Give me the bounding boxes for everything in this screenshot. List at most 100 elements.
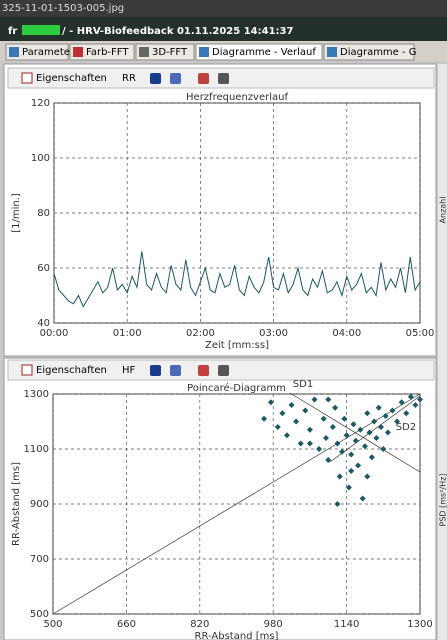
sd1-axis: [289, 392, 421, 473]
poincare-point: [336, 473, 343, 480]
poincare-point: [398, 399, 405, 406]
tool-icon[interactable]: [150, 365, 161, 376]
title-prefix: fr: [8, 26, 17, 37]
poincare-point: [325, 396, 332, 403]
tool-icon[interactable]: [170, 365, 181, 376]
tool-icon[interactable]: [198, 365, 209, 376]
x-tick-label: 500: [43, 619, 62, 630]
tab-label[interactable]: Parameter: [22, 47, 75, 58]
y-tick-label: 500: [30, 609, 49, 620]
mode-button[interactable]: RR: [122, 73, 136, 84]
tab[interactable]: [135, 43, 195, 61]
y-tick-label: 700: [30, 554, 49, 565]
tool-icon[interactable]: [198, 73, 209, 84]
properties-button[interactable]: Eigenschaften: [36, 365, 107, 376]
poincare-point: [325, 457, 332, 463]
poincare-point: [345, 484, 352, 491]
tab-icon: [139, 47, 149, 57]
tool-icon[interactable]: [170, 73, 181, 84]
poincare-point: [359, 495, 366, 502]
poincare-point: [384, 429, 391, 436]
y-axis-label: RR-Abstand [ms]: [11, 462, 22, 546]
poincare-point: [306, 426, 313, 433]
tab-icon: [73, 47, 83, 57]
tab-icon: [327, 47, 337, 57]
poincare-point: [364, 473, 371, 480]
poincare-point: [352, 437, 359, 444]
y-tick-label: 40: [37, 318, 50, 329]
poincare-point: [355, 462, 362, 469]
poincare-point: [371, 418, 378, 425]
poincare-point: [306, 440, 313, 447]
annotation: SD1: [293, 379, 313, 390]
poincare-point: [368, 454, 375, 461]
poincare-point: [322, 435, 329, 441]
poincare-point: [334, 440, 341, 447]
redaction: [22, 25, 60, 35]
poincare-point: [350, 421, 357, 428]
chart-title: Poincaré-Diagramm: [187, 382, 286, 394]
x-tick-label: 00:00: [40, 328, 69, 339]
poincare-point: [389, 407, 396, 414]
chart-title: Herzfrequenzverlauf: [186, 92, 288, 103]
poincare-point: [332, 404, 339, 411]
y-tick-label: 100: [31, 153, 50, 164]
x-tick-label: 04:00: [332, 328, 361, 339]
y-axis-label: [1/min.]: [11, 193, 22, 233]
poincare-point: [380, 446, 387, 452]
poincare-point: [357, 426, 364, 433]
heart-rate-line: [53, 251, 421, 308]
tab-label[interactable]: Diagramme - Verlauf: [212, 47, 316, 58]
poincare-point: [293, 418, 300, 425]
tab[interactable]: [195, 43, 323, 61]
tab-label[interactable]: Farb-FFT: [86, 47, 129, 58]
properties-button[interactable]: Eigenschaften: [36, 73, 107, 84]
x-tick-label: 01:00: [113, 328, 142, 339]
x-tick-label: 03:00: [259, 328, 288, 339]
poincare-point: [361, 443, 368, 450]
tool-icon[interactable]: [218, 73, 229, 84]
poincare-point: [407, 393, 414, 400]
poincare-point: [341, 415, 348, 422]
mode-button[interactable]: HF: [122, 365, 136, 376]
poincare-point: [378, 424, 385, 430]
tab[interactable]: [69, 43, 135, 61]
y-tick-label: 60: [37, 263, 50, 274]
x-axis-label: Zeit [mm:ss]: [205, 340, 269, 351]
tool-icon[interactable]: [150, 73, 161, 84]
poincare-point: [320, 415, 327, 422]
properties-icon[interactable]: [21, 364, 33, 376]
poincare-point: [267, 399, 274, 406]
poincare-point: [373, 435, 380, 441]
y-tick-label: 1300: [24, 389, 49, 400]
x-tick-label: 660: [117, 619, 136, 630]
x-tick-label: 05:00: [406, 328, 435, 339]
tool-icon[interactable]: [218, 365, 229, 376]
tab-label[interactable]: 3D-FFT: [152, 47, 188, 58]
poincare-point: [375, 404, 382, 411]
poincare-point: [412, 402, 419, 408]
tab[interactable]: [323, 43, 415, 61]
y-tick-label: 1100: [24, 444, 49, 455]
poincare-point: [316, 446, 323, 452]
y-tick-label: 900: [30, 499, 49, 510]
sd2-axis: [329, 395, 421, 463]
next-panel: [438, 64, 447, 640]
x-tick-label: 1300: [407, 619, 432, 630]
tab-icon: [9, 47, 19, 57]
poincare-point: [283, 432, 290, 439]
poincare-point: [348, 451, 355, 458]
poincare-point: [339, 448, 346, 455]
tab-label[interactable]: Diagramme - G: [340, 47, 417, 58]
properties-icon[interactable]: [21, 72, 33, 84]
window-title: / - HRV-Biofeedback 01.11.2025 14:41:37: [62, 26, 293, 37]
poincare-point: [261, 415, 268, 422]
side-label: Anzahl: [439, 197, 447, 224]
file-bar: [0, 0, 447, 17]
poincare-point: [302, 407, 309, 414]
tab[interactable]: [5, 43, 69, 61]
x-tick-label: 820: [190, 619, 209, 630]
y-tick-label: 80: [37, 208, 50, 219]
poincare-point: [348, 468, 355, 474]
